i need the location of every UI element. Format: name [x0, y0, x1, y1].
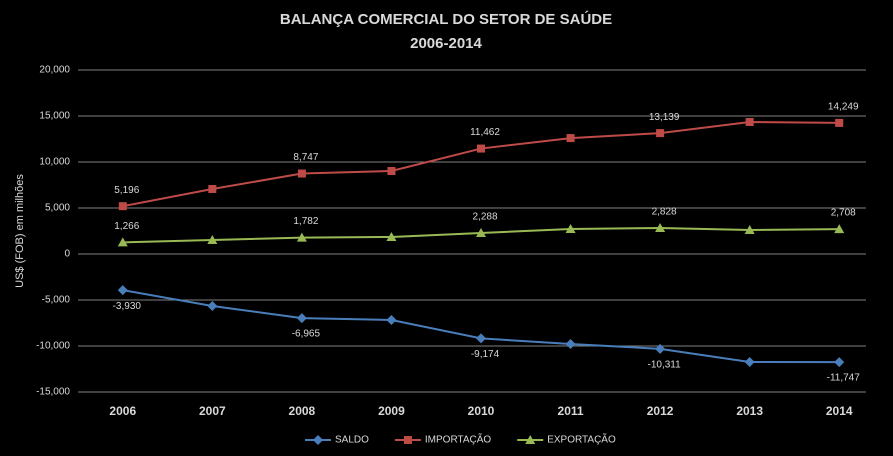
marker: [655, 343, 666, 354]
marker: [744, 224, 755, 234]
data-label: 13,139: [649, 112, 680, 123]
marker: [118, 202, 127, 211]
y-tick-label: 20,000: [39, 65, 70, 76]
marker: [297, 169, 306, 178]
data-label: 2,288: [472, 212, 497, 223]
marker: [117, 237, 128, 247]
marker: [566, 134, 575, 143]
y-tick-label: 15,000: [39, 111, 70, 122]
x-tick-label: 2006: [109, 404, 136, 418]
marker: [387, 167, 396, 176]
marker: [744, 357, 755, 368]
marker: [834, 224, 845, 234]
data-label: 1,782: [293, 216, 318, 227]
data-label: 14,249: [828, 102, 859, 113]
x-tick-label: 2010: [468, 404, 495, 418]
marker: [207, 235, 218, 245]
y-axis-label: US$ (FOB) em milhões: [14, 174, 26, 288]
marker: [655, 222, 666, 232]
y-tick-label: -5,000: [42, 295, 71, 306]
x-tick-label: 2014: [826, 404, 853, 418]
data-label: 2,828: [652, 207, 677, 218]
data-label: 11,462: [470, 127, 500, 138]
chart-subtitle: 2006-2014: [410, 35, 482, 52]
marker: [835, 118, 844, 127]
data-label: 5,196: [114, 185, 139, 196]
y-tick-label: 0: [64, 249, 70, 260]
data-label: 1,266: [114, 221, 139, 232]
x-tick-label: 2007: [199, 404, 226, 418]
x-tick-label: 2013: [736, 404, 763, 418]
data-label: -6,965: [292, 329, 321, 340]
x-tick-label: 2011: [558, 404, 584, 418]
chart-title: BALANÇA COMERCIAL DO SETOR DE SAÚDE: [280, 10, 612, 28]
data-label: -3,930: [113, 301, 142, 312]
marker: [207, 300, 218, 311]
marker: [296, 232, 307, 242]
marker: [565, 338, 576, 349]
data-label: 2,708: [831, 208, 856, 219]
y-tick-label: 10,000: [39, 157, 70, 168]
marker: [386, 231, 397, 241]
x-tick-label: 2012: [647, 404, 674, 418]
marker: [565, 223, 576, 233]
marker: [745, 117, 754, 126]
x-tick-label: 2008: [289, 404, 316, 418]
y-tick-label: -10,000: [36, 341, 70, 352]
marker: [386, 314, 397, 325]
data-label: -10,311: [648, 360, 682, 371]
marker: [313, 435, 323, 445]
y-tick-label: 5,000: [45, 203, 70, 214]
data-label: -11,747: [827, 373, 861, 384]
data-label: -9,174: [471, 349, 500, 360]
data-label: 8,747: [293, 152, 318, 163]
marker: [476, 333, 486, 344]
legend-label: SALDO: [335, 435, 369, 446]
marker: [476, 227, 486, 237]
x-tick-label: 2009: [378, 404, 405, 418]
legend-label: IMPORTAÇÃO: [425, 433, 492, 446]
y-tick-label: -15,000: [36, 387, 70, 398]
legend-label: EXPORTAÇÃO: [547, 433, 616, 446]
marker: [834, 357, 845, 368]
marker: [117, 285, 128, 296]
marker: [296, 313, 307, 324]
marker: [656, 129, 665, 138]
marker: [403, 436, 412, 444]
marker: [525, 435, 536, 444]
marker: [477, 144, 485, 153]
marker: [208, 185, 217, 194]
